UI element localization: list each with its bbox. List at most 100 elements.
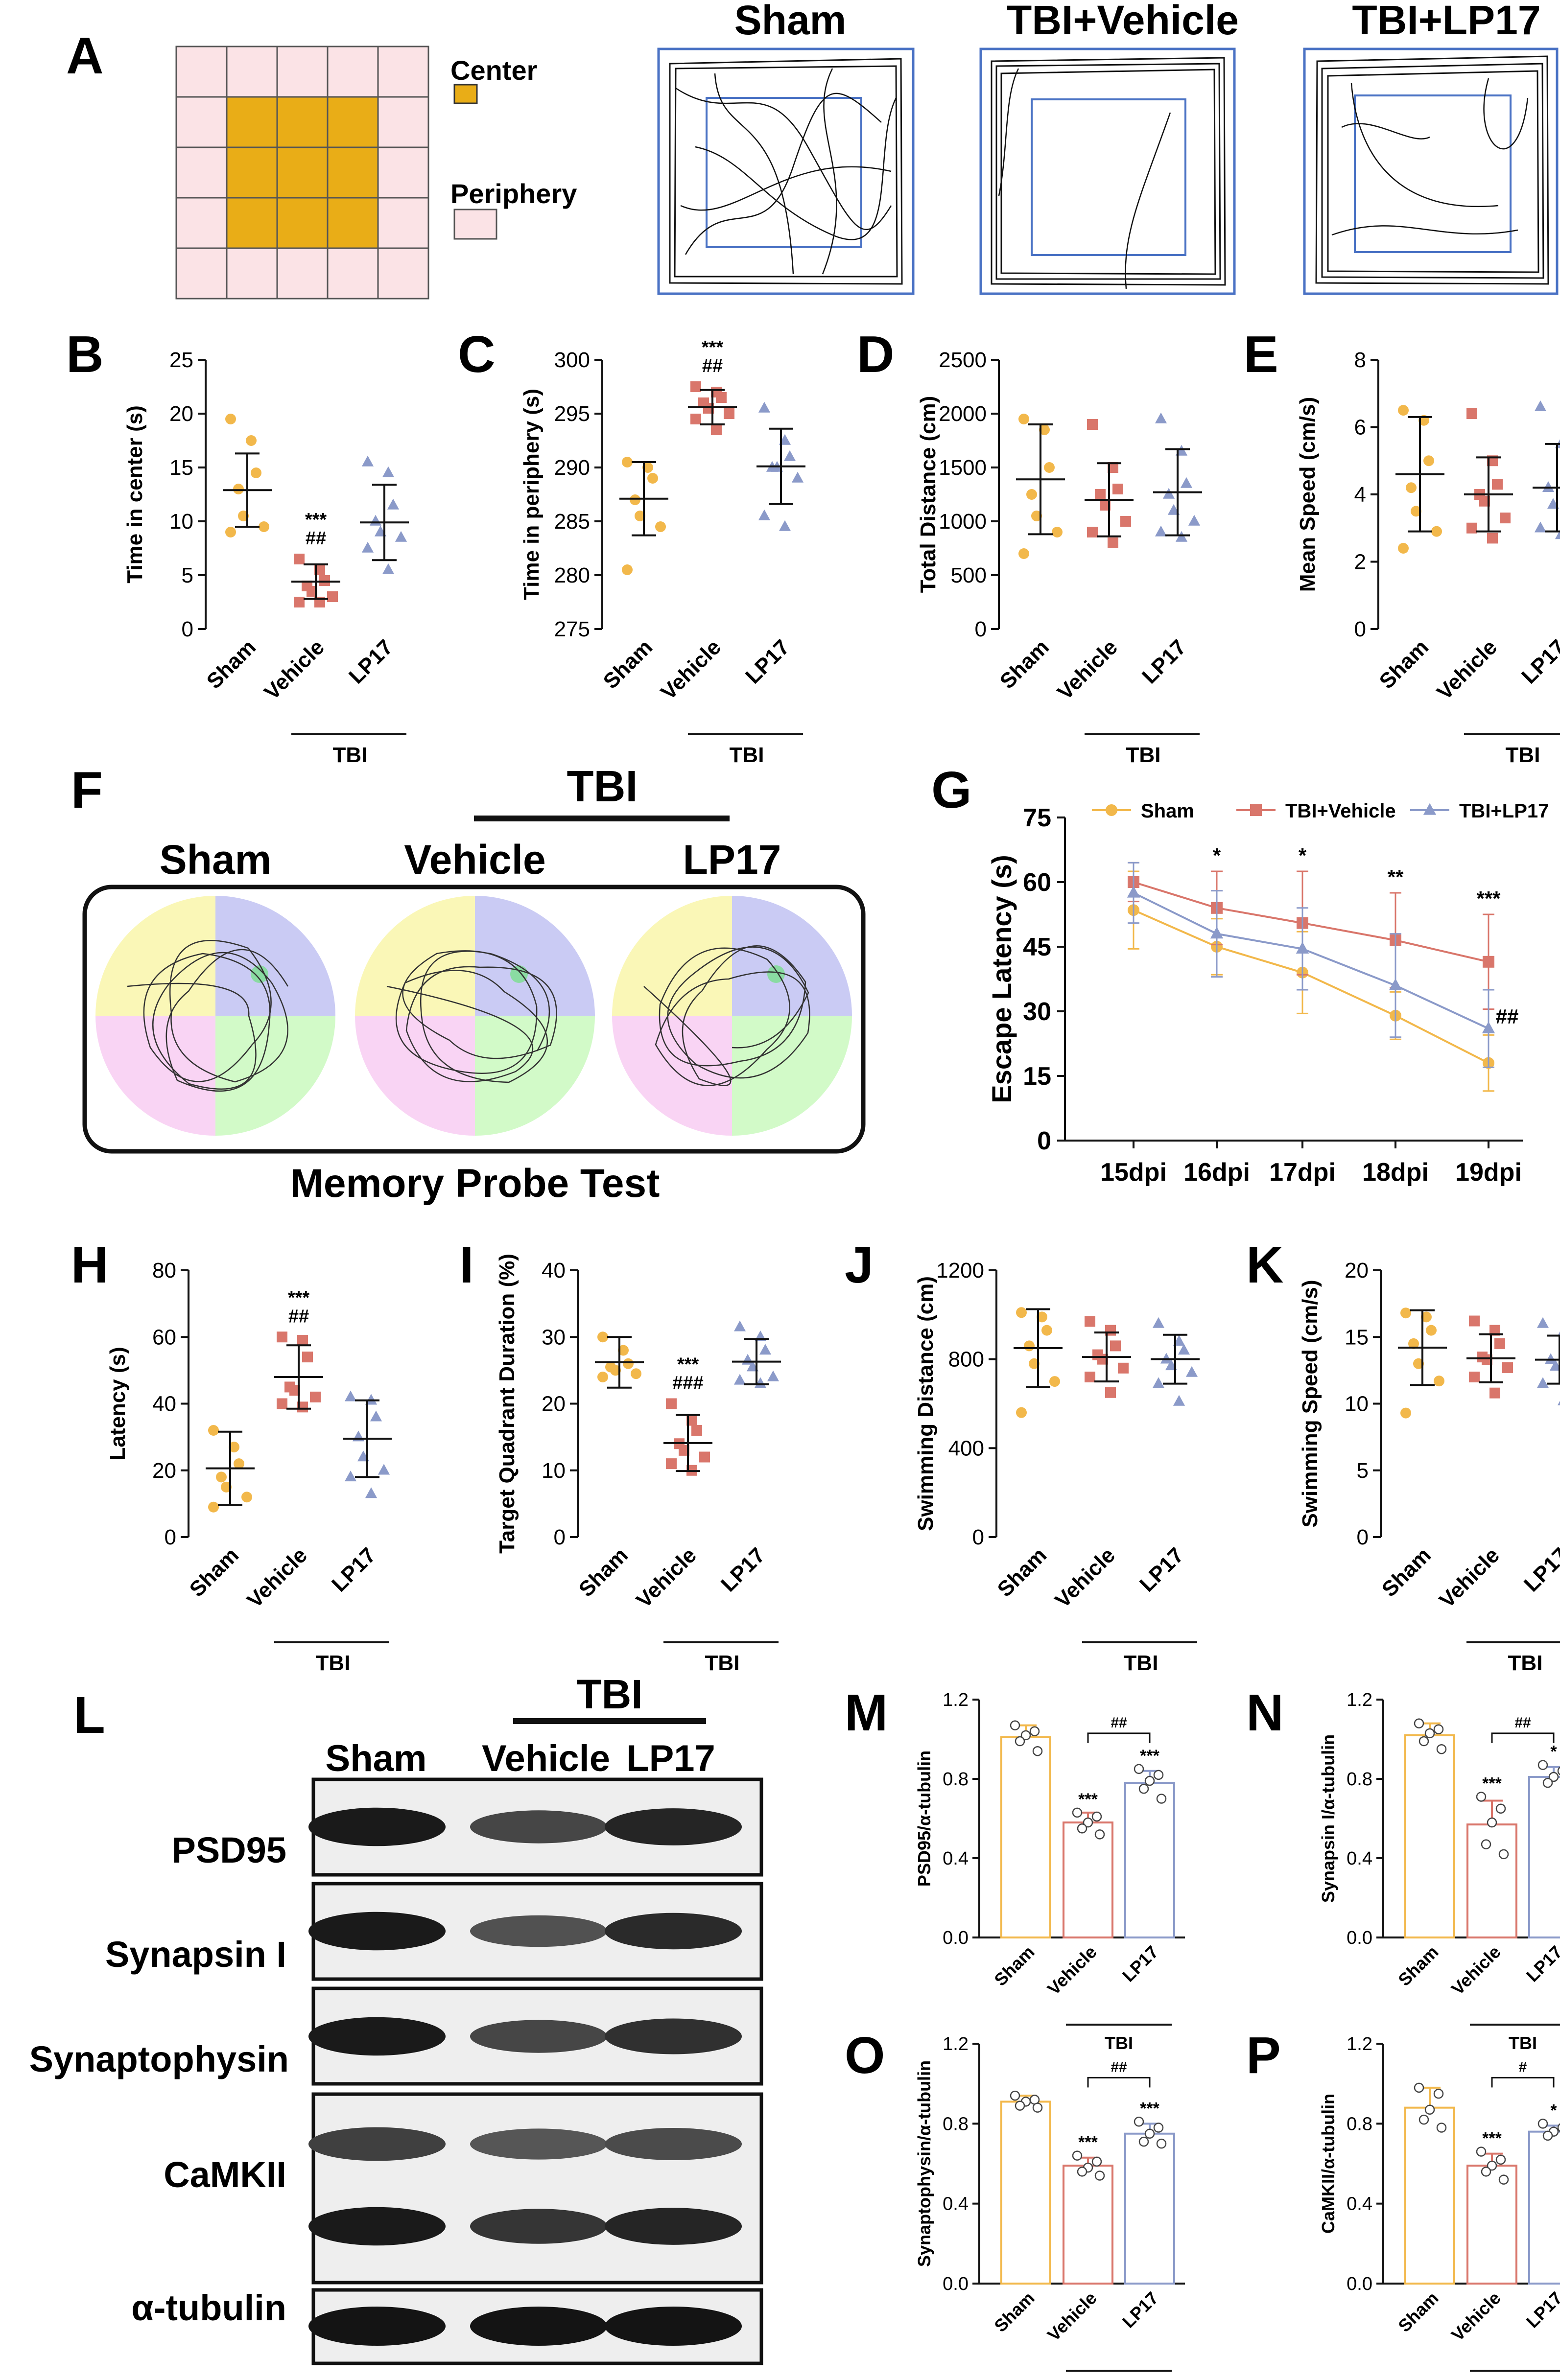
data-point [1120,516,1131,527]
data-point [679,1445,689,1456]
y-tick-label: 0.0 [943,2274,969,2294]
data-point [1156,1794,1167,1804]
data-point [365,1487,378,1498]
x-tick-label: LP17 [741,635,794,688]
grid-cell-center [226,146,278,199]
x-tick-label: Vehicle [632,1543,701,1612]
y-tick-label: 295 [554,402,590,426]
data-point [1039,424,1050,435]
data-point [246,435,257,446]
panel-o: O 0.0 0.4 0.8 1.2 Synaptophysin/α-tubulin Sha… [845,2027,1185,2380]
tbi-label: TBI [1105,2379,1133,2380]
data-point [1085,1372,1095,1382]
y-tick-label: 20 [1345,1259,1369,1283]
data-point [297,1401,308,1413]
significance-label: *** [702,337,724,358]
swim-path [127,940,289,1092]
legend-marker [1106,804,1117,816]
grid-cell-periphery [175,247,228,300]
significance-label: *** [1078,2133,1098,2152]
y-axis-label: Synaptophysin/α-tubulin [914,2060,934,2267]
data-point [1134,1764,1144,1774]
significance-label: ## [1111,2059,1127,2075]
tbi-label: TBI [333,743,368,767]
significance-label: ** [1388,865,1404,888]
data-point [1548,1772,1559,1782]
platform [251,965,268,983]
blot-band [470,1810,607,1843]
data-point [1534,521,1547,533]
y-tick-label: 0 [165,1525,176,1549]
y-axis-label: Swimming Distance (cm) [914,1276,938,1531]
y-tick-label: 60 [1023,868,1051,897]
data-point [1544,1353,1557,1364]
data-point [1052,527,1063,537]
y-tick-label: 10 [169,510,193,534]
arena-title-vehicle: TBI+Vehicle [1007,0,1239,43]
y-tick-label: 1000 [939,510,987,534]
x-tick-label: Vehicle [1435,1543,1504,1612]
x-tick-label: LP17 [327,1543,380,1596]
x-tick-label: Sham [1375,635,1433,693]
x-tick-label: 17dpi [1269,1158,1336,1187]
x-tick-label: Sham [1394,1942,1442,1990]
y-tick-label: 0 [1037,1127,1051,1155]
panel-g: G 0 15 30 45 60 75 15dpi 16dpi 17dpi 18dpi 19dpi Es… [931,761,1549,1187]
data-point [1482,1021,1495,1033]
data-point [1044,462,1055,473]
data-point [297,1335,308,1346]
y-axis-label: Swimming Speed (cm/s) [1298,1280,1322,1527]
data-point [1436,2123,1447,2133]
data-point [1032,2102,1043,2113]
x-tick-label: Sham [995,635,1054,693]
x-tick-label: Vehicle [260,635,329,704]
data-point [310,1391,321,1402]
x-tick-label: Vehicle [1043,2288,1101,2345]
data-point [711,424,722,435]
mwm-title-lp17: LP17 [683,837,781,883]
data-point [733,1320,746,1331]
bar [1528,1775,1560,1938]
panel-letter-j: J [845,1236,874,1294]
blot-band [308,2017,446,2056]
y-tick-label: 15 [1345,1325,1369,1349]
y-tick-label: 0.8 [943,2114,969,2134]
pool-quadrant [475,896,595,1016]
data-point [302,1352,313,1363]
data-point [1423,455,1434,467]
y-tick-label: 10 [1345,1392,1369,1416]
data-point [1426,1325,1437,1336]
data-point [759,1344,772,1355]
blot-band [605,2128,742,2160]
data-point [1155,412,1167,423]
pool-quadrant [215,1016,335,1136]
significance-label: *** [1482,1774,1502,1793]
data-point [1077,2167,1087,2177]
x-tick-label: Vehicle [1447,1942,1505,1999]
panel-letter-d: D [857,326,895,383]
y-tick-label: 60 [152,1325,176,1349]
data-point [1072,2150,1083,2161]
significance-label: ## [1496,1005,1519,1028]
bar [1000,1736,1051,1938]
data-point [1542,1777,1553,1788]
data-point [277,1398,287,1409]
data-point [1418,2114,1429,2125]
tbi-label: TBI [1124,1651,1158,1675]
data-point [1436,1744,1447,1754]
data-point [1026,489,1037,500]
y-tick-label: 1200 [936,1259,984,1283]
wb-label-psd95: PSD95 [172,1830,286,1870]
panel-m: M 0.0 0.4 0.8 1.2 PSD95/α-tubulin Sham Vehicle… [845,1684,1185,2053]
data-point [1156,2138,1167,2149]
data-point [208,1425,219,1436]
data-point [630,494,640,505]
data-point [623,1358,634,1369]
significance-label: *** [1140,1747,1159,1765]
pool-quadrant [355,1016,475,1136]
data-point [1400,1407,1411,1419]
y-tick-label: 20 [169,402,193,426]
data-point [1489,1387,1500,1399]
data-point [1481,1839,1491,1849]
bar [1466,1823,1517,1938]
